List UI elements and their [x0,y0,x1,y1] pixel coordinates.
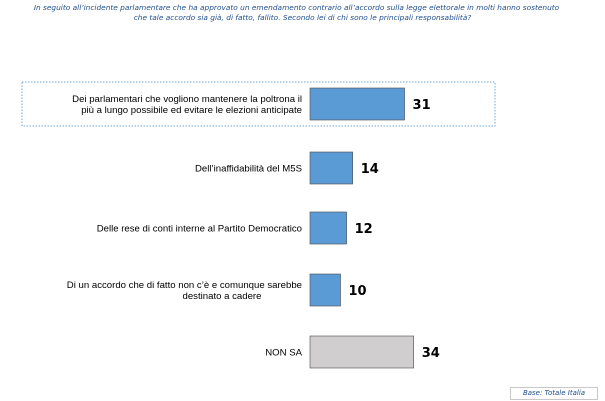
category-label-1-line-2: più a lungo possibile ed evitare le elez… [81,105,302,116]
value-label-3: 12 [355,222,373,237]
category-label-2-line-1: Dell’inaffidabilità del M5S [195,164,302,175]
question-line-2: che tale accordo sia già, di fatto, fall… [133,13,472,22]
value-label-4: 10 [349,284,367,299]
category-label-3-line-1: Delle rese di conti interne al Partito D… [97,224,302,235]
category-label-4-line-2: destinato a cadere [183,291,262,302]
value-label-2: 14 [361,162,379,177]
bar-5 [309,335,414,369]
category-label-1-line-1: Dei parlamentari che vogliono mantenere … [72,94,302,105]
value-label-5: 34 [422,346,440,361]
question-line-1: In seguito all’incidente parlamentare ch… [33,3,560,12]
bar-4 [309,273,341,307]
value-label-1: 31 [413,98,431,113]
bar-2 [309,151,354,185]
category-label-5-line-1: NON SA [265,348,302,359]
highlight-frame [21,81,496,127]
question-text: In seguito all’incidente parlamentare ch… [0,3,605,23]
bar-1 [309,87,405,121]
category-label-4-line-1: Di un accordo che di fatto non c’è e com… [67,280,302,291]
base-note: Base: Totale Italia [510,387,598,400]
bar-3 [309,211,347,245]
